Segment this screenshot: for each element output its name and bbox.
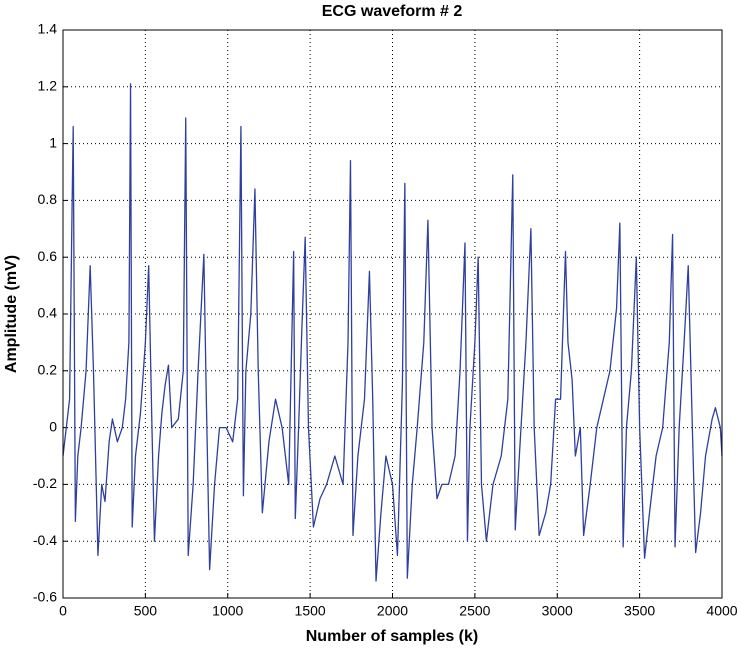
x-tick-label: 2000 bbox=[377, 603, 408, 619]
x-tick-label: 1000 bbox=[212, 603, 243, 619]
x-tick-label: 3000 bbox=[542, 603, 573, 619]
y-axis-label: Amplitude (mV) bbox=[3, 255, 20, 373]
x-tick-label: 500 bbox=[134, 603, 158, 619]
x-tick-label: 2500 bbox=[459, 603, 490, 619]
y-tick-label: 0.4 bbox=[38, 305, 58, 321]
x-axis-label: Number of samples (k) bbox=[306, 628, 478, 645]
y-tick-label: 0 bbox=[49, 418, 57, 434]
axes-box bbox=[62, 29, 723, 599]
data-line bbox=[62, 83, 723, 582]
y-tick-label: -0.6 bbox=[33, 589, 57, 605]
y-tick-label: 1.2 bbox=[38, 78, 58, 94]
x-tick-label: 4000 bbox=[706, 603, 737, 619]
y-tick-label: 1 bbox=[49, 134, 57, 150]
x-tick-label: 0 bbox=[59, 603, 67, 619]
y-tick-label: 0.2 bbox=[38, 362, 58, 378]
y-tick-label: 0.8 bbox=[38, 191, 58, 207]
y-tick-label: -0.2 bbox=[33, 475, 57, 491]
y-tick-label: 0.6 bbox=[38, 248, 58, 264]
x-tick-label: 3500 bbox=[624, 603, 655, 619]
chart-title: ECG waveform # 2 bbox=[322, 3, 463, 20]
y-tick-label: -0.4 bbox=[33, 532, 57, 548]
y-tick-label: 1.4 bbox=[38, 21, 58, 37]
x-tick-label: 1500 bbox=[295, 603, 326, 619]
